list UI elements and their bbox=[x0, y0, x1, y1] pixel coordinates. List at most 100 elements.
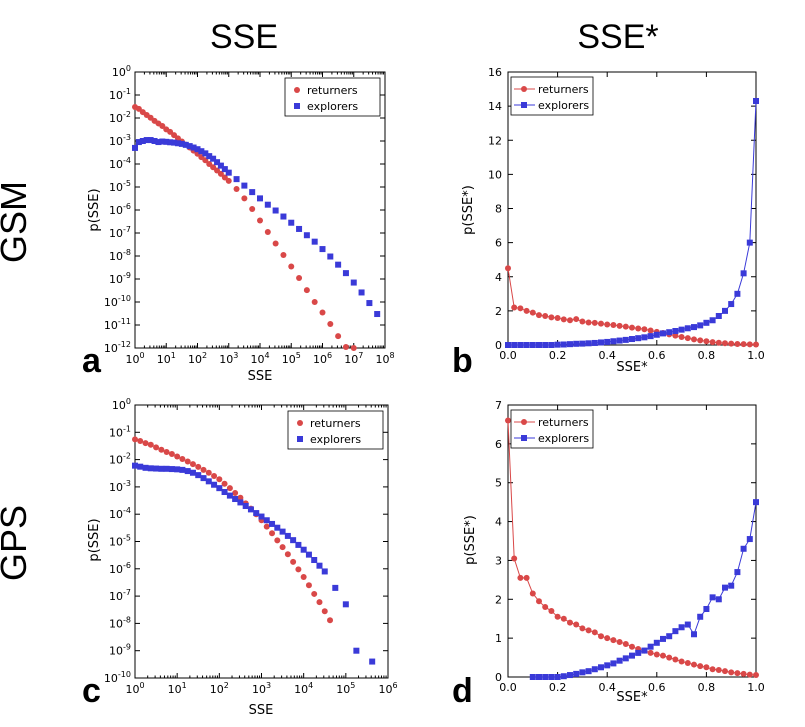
returners-point bbox=[517, 574, 524, 581]
returners-point bbox=[216, 476, 223, 483]
returners-point bbox=[585, 319, 592, 326]
returners-point bbox=[211, 473, 218, 480]
explorers-point bbox=[321, 568, 328, 575]
explorers-point bbox=[697, 613, 704, 620]
x-tick-label: 102 bbox=[210, 681, 229, 696]
explorers-point bbox=[303, 232, 310, 239]
returners-legend-label: returners bbox=[307, 84, 358, 97]
returners-point bbox=[684, 335, 691, 342]
returners-point bbox=[272, 240, 279, 247]
explorers-point bbox=[147, 137, 154, 144]
explorers-point bbox=[610, 338, 617, 345]
explorers-point bbox=[195, 472, 202, 479]
panel-letter: a bbox=[82, 342, 102, 380]
returners-point bbox=[542, 604, 549, 611]
returners-point bbox=[647, 649, 654, 656]
returners-point bbox=[135, 105, 142, 112]
row-title-gsm: GSM bbox=[0, 181, 34, 263]
y-tick-label: 10-3 bbox=[109, 479, 131, 494]
returners-point bbox=[221, 174, 228, 181]
returners-legend-marker bbox=[521, 86, 527, 92]
explorers-point bbox=[517, 342, 524, 348]
explorers-point bbox=[554, 341, 561, 348]
returners-point bbox=[585, 627, 592, 634]
y-tick-label: 4 bbox=[495, 271, 502, 284]
explorers-point bbox=[190, 144, 197, 151]
explorers-point bbox=[598, 664, 604, 671]
y-tick-label: 5 bbox=[495, 477, 502, 490]
explorers-point bbox=[647, 643, 654, 650]
returners-point bbox=[158, 446, 165, 453]
y-tick-label: 10-6 bbox=[109, 202, 131, 217]
explorers-point bbox=[249, 189, 256, 196]
returners-point bbox=[342, 344, 349, 351]
explorers-legend-marker bbox=[297, 436, 303, 442]
returners-point bbox=[598, 633, 604, 640]
returners-point bbox=[241, 195, 248, 202]
y-tick-label: 16 bbox=[488, 66, 502, 79]
explorers-point bbox=[573, 340, 580, 347]
y-tick-label: 10-4 bbox=[109, 156, 131, 171]
explorers-point bbox=[579, 669, 586, 676]
returners-point bbox=[300, 574, 307, 581]
x-tick-label: 102 bbox=[188, 351, 207, 366]
returners-point bbox=[264, 229, 271, 236]
returners-point bbox=[269, 530, 276, 537]
returners-legend-marker bbox=[297, 420, 303, 426]
explorers-point bbox=[132, 462, 138, 469]
returners-point bbox=[591, 629, 598, 636]
explorers-point bbox=[237, 499, 244, 506]
explorers-point bbox=[523, 342, 530, 348]
explorers-point bbox=[579, 340, 586, 347]
explorers-point bbox=[210, 155, 217, 162]
returners-point bbox=[734, 340, 741, 347]
returners-legend-label: returners bbox=[538, 83, 589, 96]
explorers-point bbox=[189, 469, 196, 476]
explorers-point bbox=[305, 551, 312, 558]
returners-point bbox=[548, 314, 555, 321]
explorers-point bbox=[202, 150, 209, 157]
explorers-point bbox=[567, 672, 573, 679]
explorers-point bbox=[366, 300, 373, 307]
returners-point bbox=[159, 122, 166, 129]
explorers-point bbox=[691, 324, 697, 331]
plot-frame bbox=[507, 71, 757, 346]
explorers-point bbox=[206, 153, 213, 160]
x-tick-label: 0.8 bbox=[698, 681, 716, 694]
returners-point bbox=[567, 619, 573, 626]
column-title-sse: SSE bbox=[210, 18, 278, 56]
legend-box bbox=[284, 77, 381, 117]
x-axis-label: SSE bbox=[249, 703, 274, 718]
returners-point bbox=[622, 323, 629, 330]
explorers-point bbox=[142, 464, 149, 471]
explorers-point bbox=[143, 137, 150, 144]
explorers-point bbox=[505, 342, 511, 348]
explorers-point bbox=[153, 465, 160, 472]
legend-box bbox=[510, 409, 594, 449]
returners-point bbox=[205, 469, 212, 476]
explorers-point bbox=[660, 330, 666, 337]
returners-point bbox=[660, 652, 666, 659]
returners-point bbox=[132, 436, 138, 443]
explorers-point bbox=[591, 339, 598, 346]
y-tick-label: 10-7 bbox=[109, 225, 131, 240]
returners-point bbox=[579, 625, 586, 632]
explorers-point bbox=[616, 337, 623, 344]
returners-point bbox=[517, 305, 524, 312]
explorers-point bbox=[311, 238, 318, 245]
explorers-point bbox=[163, 465, 170, 472]
plot-frame bbox=[507, 404, 757, 678]
explorers-point bbox=[722, 584, 728, 591]
explorers-point bbox=[226, 492, 233, 499]
column-title-sse-star: SSE* bbox=[577, 18, 658, 56]
explorers-point bbox=[660, 635, 666, 642]
explorers-point bbox=[221, 489, 228, 496]
returners-point bbox=[280, 252, 287, 259]
returners-point bbox=[703, 338, 710, 345]
returners-point bbox=[591, 319, 598, 326]
explorers-point bbox=[734, 569, 741, 576]
x-tick-label: 107 bbox=[344, 351, 363, 366]
explorers-point bbox=[155, 139, 162, 146]
y-tick-label: 6 bbox=[495, 237, 502, 250]
returners-point bbox=[316, 599, 323, 606]
